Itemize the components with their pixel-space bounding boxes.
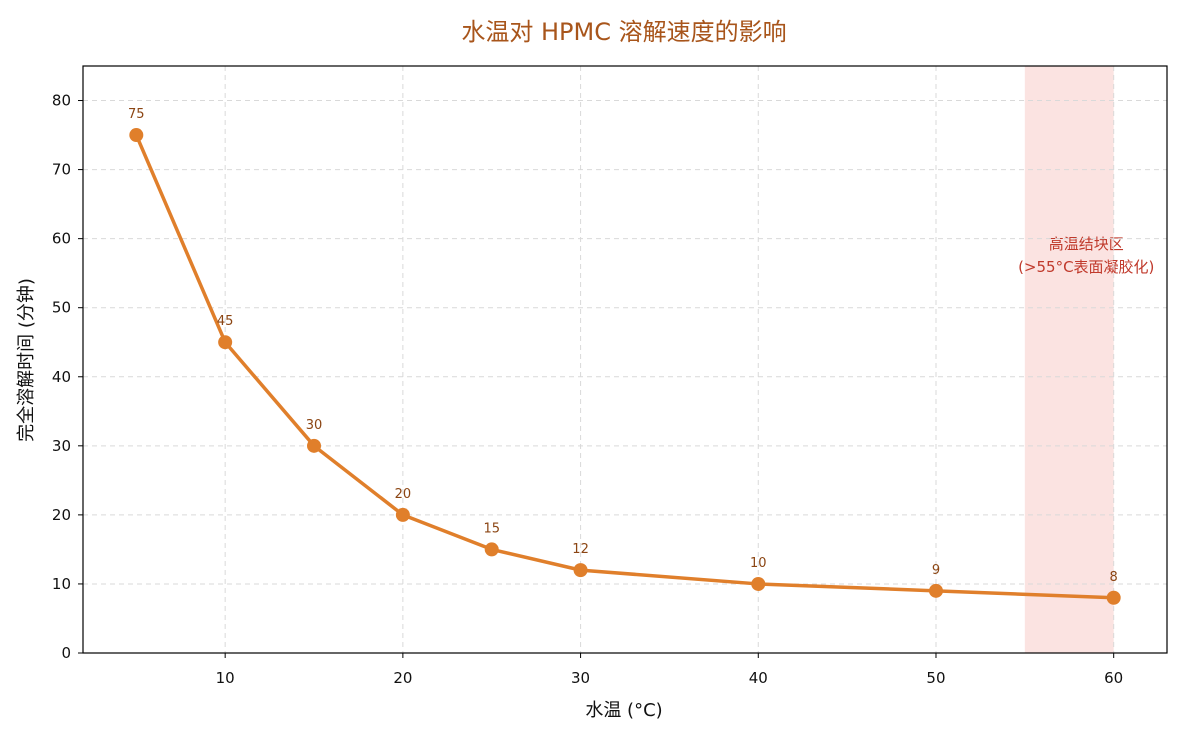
- x-axis-label: 水温 (°C): [585, 700, 662, 721]
- data-label: 45: [217, 314, 234, 329]
- data-point: [484, 542, 499, 557]
- series-line: [134, 134, 1114, 600]
- x-tick-label: 30: [571, 669, 590, 687]
- zone-label-line2: (>55°C表面凝胶化): [1018, 258, 1154, 276]
- data-point: [129, 128, 144, 143]
- data-point: [1106, 590, 1121, 605]
- data-point: [928, 583, 943, 598]
- y-tick-label: 40: [52, 368, 71, 386]
- y-tick-label: 10: [52, 575, 71, 593]
- high-temp-zone: [1024, 66, 1114, 653]
- data-label: 20: [395, 487, 412, 502]
- data-point: [751, 576, 766, 591]
- y-tick-label: 0: [61, 644, 71, 662]
- y-tick-label: 20: [52, 506, 71, 524]
- x-tick-label: 40: [749, 669, 768, 687]
- plot-frame: [82, 65, 1168, 654]
- zone-label-line1: 高温结块区: [1049, 235, 1124, 253]
- y-tick-label: 30: [52, 437, 71, 455]
- data-label-layer: 75 45 30 20 15 12 10 9 8: [128, 107, 1118, 585]
- y-tick-label: 50: [52, 299, 71, 317]
- data-label: 12: [572, 542, 589, 557]
- data-point: [395, 507, 410, 522]
- data-point: [218, 335, 233, 350]
- highlight-zone-layer: 高温结块区 (>55°C表面凝胶化): [1018, 66, 1154, 653]
- y-tick-label: 60: [52, 230, 71, 248]
- data-point: [307, 438, 322, 453]
- x-tick-label: 60: [1104, 669, 1123, 687]
- y-tick-label: 70: [52, 161, 71, 179]
- data-point: [573, 563, 588, 578]
- data-label: 10: [750, 556, 767, 571]
- series-layer: [129, 128, 1121, 605]
- data-label: 30: [306, 418, 323, 433]
- data-label: 15: [483, 521, 500, 536]
- x-tick-label: 10: [216, 669, 235, 687]
- x-tick-label: 20: [393, 669, 412, 687]
- grid-layer: [83, 66, 1167, 653]
- axes-layer: 10 20 30 40 50 60 0 10 20 30 40 50 60 70 80: [52, 65, 1168, 687]
- y-axis-label: 完全溶解时间 (分钟): [16, 278, 37, 442]
- data-label: 8: [1110, 570, 1118, 585]
- x-tick-label: 50: [926, 669, 945, 687]
- y-tick-label: 80: [52, 92, 71, 110]
- data-label: 9: [932, 563, 940, 578]
- data-label: 75: [128, 107, 145, 122]
- chart-title: 水温对 HPMC 溶解速度的影响: [461, 18, 786, 46]
